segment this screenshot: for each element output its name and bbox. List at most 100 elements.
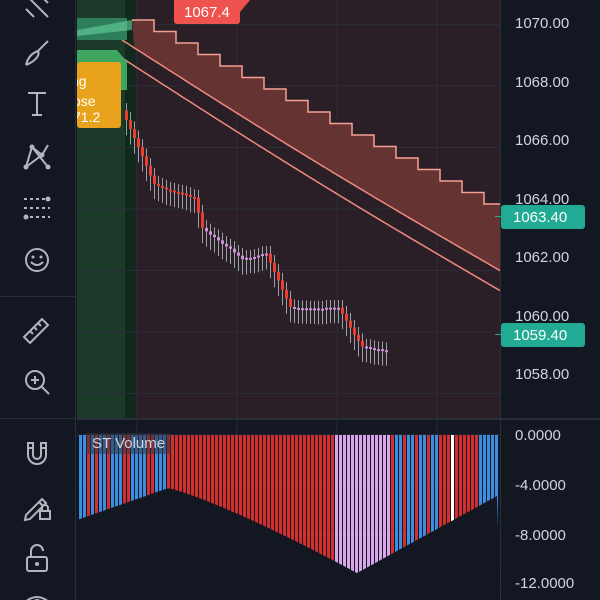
candle-body: [269, 254, 272, 263]
orange-label-text-2: ose: [77, 93, 96, 109]
candle-body: [237, 253, 240, 256]
axis-label-1058: 1058.00: [515, 366, 569, 383]
candle-body: [253, 257, 256, 259]
candle-body: [285, 290, 288, 299]
candle-body: [133, 129, 136, 138]
price-tag-last: 1059.40: [501, 323, 585, 347]
candle-body: [169, 190, 172, 192]
candle-body: [145, 156, 148, 166]
candle-body: [369, 347, 372, 349]
unlock-tool[interactable]: [14, 538, 60, 578]
candle-body: [345, 314, 348, 321]
text-tool[interactable]: [14, 84, 60, 124]
axis-label-1066: 1066.00: [515, 132, 569, 149]
crosshair-tool[interactable]: [14, 0, 60, 26]
candle-body: [165, 187, 168, 189]
vol-axis-label-8: -8.0000: [515, 527, 566, 544]
candle-body: [301, 308, 304, 310]
candle-body: [213, 235, 216, 237]
ruler-tool[interactable]: [14, 310, 60, 350]
candle-body: [153, 175, 156, 183]
vol-axis-label-12: -12.0000: [515, 575, 574, 592]
candle-body: [205, 228, 208, 231]
candle-body: [141, 147, 144, 156]
price-tag-upper: 1063.40: [501, 205, 585, 229]
volume-bar: [347, 435, 350, 585]
candle-body: [329, 308, 332, 310]
candle-body: [125, 111, 128, 120]
emoji-tool[interactable]: [14, 240, 60, 280]
candle-body: [281, 281, 284, 290]
candle-body: [157, 184, 160, 186]
candle-body: [349, 321, 352, 328]
magnet-icon: [20, 437, 54, 471]
volume-axis[interactable]: 0.0000 -4.0000 -8.0000 -12.0000: [500, 420, 600, 600]
price-axis[interactable]: 1070.00 1068.00 1066.00 1064.00 1062.00 …: [500, 0, 600, 418]
candle-body: [129, 120, 132, 129]
candle-body: [357, 335, 360, 341]
volume-bar: [339, 435, 342, 585]
candle-body: [317, 308, 320, 310]
fib-retracement-tool[interactable]: [14, 188, 60, 228]
price-chart-pane[interactable]: ng ose 71.2 1067.4: [77, 0, 500, 418]
price-chart: ng ose 71.2: [77, 0, 500, 418]
candle-body: [209, 231, 212, 234]
text-icon: [20, 87, 54, 121]
high-price-marker: 1067.4: [174, 0, 240, 24]
candle-body: [377, 349, 380, 351]
candle-body: [177, 192, 180, 194]
axis-label-1062: 1062.00: [515, 249, 569, 266]
candle-body: [197, 198, 200, 213]
brush-icon: [20, 37, 54, 71]
candle-body: [181, 193, 184, 195]
candle-body: [221, 240, 224, 243]
toolbar-divider: [0, 296, 76, 297]
pattern-tool[interactable]: [14, 136, 60, 176]
axis-label-1068: 1068.00: [515, 74, 569, 91]
orange-label-text-3: 71.2: [77, 109, 100, 125]
toolbar-divider-2: [0, 418, 76, 419]
volume-bar: [351, 435, 354, 585]
volume-legend[interactable]: ST Volume: [86, 433, 171, 454]
candle-body: [241, 256, 244, 259]
fib-retracement-icon: [20, 191, 54, 225]
unlock-icon: [20, 541, 54, 575]
candle-body: [325, 308, 328, 310]
pattern-icon: [20, 139, 54, 173]
candle-body: [217, 237, 220, 240]
candle-body: [229, 246, 232, 248]
eye-icon: [20, 587, 54, 600]
candle-body: [249, 258, 252, 260]
candle-body: [233, 249, 236, 253]
lock-drawings-tool[interactable]: [14, 486, 60, 526]
candle-body: [337, 308, 340, 310]
candle-body: [201, 212, 204, 227]
zoom-tool[interactable]: [14, 362, 60, 402]
candle-body: [257, 256, 260, 258]
brush-tool[interactable]: [14, 34, 60, 74]
volume-bar: [363, 435, 366, 585]
candle-body: [353, 328, 356, 335]
candle-body: [365, 346, 368, 348]
candle-body: [137, 138, 140, 147]
magnet-tool[interactable]: [14, 434, 60, 474]
crosshair-icon: [20, 0, 54, 23]
candle-body: [385, 350, 388, 352]
candle-body: [321, 309, 324, 311]
vol-axis-label-4: -4.0000: [515, 477, 566, 494]
candle-body: [261, 254, 264, 256]
emoji-icon: [20, 243, 54, 277]
candle-body: [381, 349, 384, 351]
ruler-icon: [20, 313, 54, 347]
candle-body: [161, 186, 164, 188]
volume-bar: [367, 435, 370, 585]
candle-body: [277, 272, 280, 281]
candle-body: [309, 308, 312, 310]
candle-body: [361, 341, 364, 347]
visibility-tool[interactable]: [14, 584, 60, 600]
candle-body: [173, 190, 176, 192]
candle-body: [333, 308, 336, 310]
candle-body: [193, 197, 196, 199]
candle-body: [225, 244, 228, 247]
lock-drawings-icon: [20, 489, 54, 523]
